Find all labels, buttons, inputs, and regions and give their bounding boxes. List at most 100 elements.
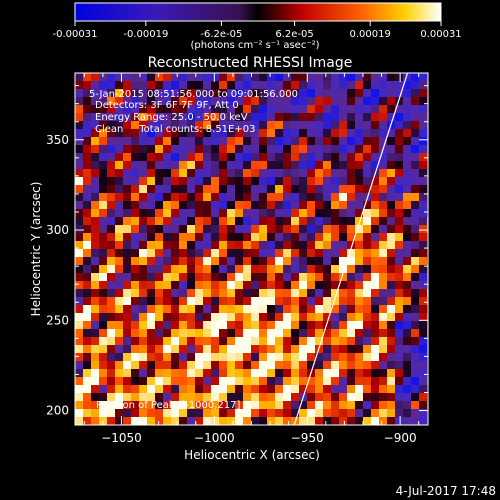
heatmap-cell <box>331 241 339 249</box>
heatmap-cell <box>243 169 251 177</box>
heatmap-cell <box>227 249 235 257</box>
heatmap-cell <box>259 281 267 289</box>
heatmap-cell <box>395 225 403 233</box>
heatmap-cell <box>323 361 331 369</box>
heatmap-cell <box>283 313 291 321</box>
heatmap-cell <box>155 137 163 145</box>
heatmap-cell <box>395 233 403 241</box>
heatmap-cell <box>411 201 419 209</box>
heatmap-cell <box>99 361 107 369</box>
heatmap-cell <box>395 361 403 369</box>
heatmap-cell <box>195 281 203 289</box>
heatmap-cell <box>123 329 131 337</box>
heatmap-cell <box>243 233 251 241</box>
heatmap-cell <box>275 89 283 97</box>
heatmap-cell <box>115 393 123 401</box>
heatmap-cell <box>227 361 235 369</box>
heatmap-cell <box>163 201 171 209</box>
heatmap-cell <box>315 129 323 137</box>
heatmap-cell <box>283 265 291 273</box>
heatmap-cell <box>267 241 275 249</box>
heatmap-cell <box>315 97 323 105</box>
heatmap-cell <box>275 289 283 297</box>
heatmap-cell <box>179 273 187 281</box>
heatmap-cell <box>307 81 315 89</box>
heatmap-cell <box>107 241 115 249</box>
heatmap-cell <box>131 369 139 377</box>
heatmap-cell <box>315 73 323 81</box>
heatmap-cell <box>323 369 331 377</box>
heatmap-cell <box>283 209 291 217</box>
heatmap-cell <box>227 273 235 281</box>
heatmap-cell <box>195 313 203 321</box>
heatmap-cell <box>115 281 123 289</box>
heatmap-cell <box>307 401 315 409</box>
heatmap-cell <box>331 169 339 177</box>
heatmap-cell <box>123 393 131 401</box>
heatmap-cell <box>227 97 235 105</box>
heatmap-cell <box>211 313 219 321</box>
heatmap-cell <box>139 249 147 257</box>
heatmap-cell <box>83 337 91 345</box>
heatmap-cell <box>251 193 259 201</box>
heatmap-cell <box>155 201 163 209</box>
heatmap-cell <box>411 393 419 401</box>
heatmap-cell <box>99 193 107 201</box>
heatmap-cell <box>315 265 323 273</box>
heatmap-cell <box>131 113 139 121</box>
heatmap-cell <box>83 297 91 305</box>
heatmap-cell <box>387 305 395 313</box>
heatmap-cell <box>123 145 131 153</box>
heatmap-cell <box>139 321 147 329</box>
heatmap-cell <box>299 353 307 361</box>
heatmap-cell <box>355 113 363 121</box>
heatmap-cell <box>219 97 227 105</box>
heatmap-cell <box>403 161 411 169</box>
heatmap-cell <box>83 217 91 225</box>
heatmap-cell <box>395 161 403 169</box>
heatmap-cell <box>227 257 235 265</box>
heatmap-cell <box>315 353 323 361</box>
heatmap-cell <box>267 313 275 321</box>
heatmap-cell <box>267 153 275 161</box>
heatmap-cell <box>123 105 131 113</box>
heatmap-cell <box>115 145 123 153</box>
heatmap-cell <box>395 281 403 289</box>
heatmap-cell <box>251 313 259 321</box>
heatmap-cell <box>411 401 419 409</box>
heatmap-cell <box>275 249 283 257</box>
heatmap-cell <box>339 385 347 393</box>
heatmap-cell <box>227 281 235 289</box>
heatmap-cell <box>131 217 139 225</box>
heatmap-cell <box>243 129 251 137</box>
heatmap-cell <box>91 393 99 401</box>
heatmap-cell <box>331 329 339 337</box>
heatmap-cell <box>403 377 411 385</box>
heatmap-cell <box>379 393 387 401</box>
heatmap-cell <box>299 185 307 193</box>
heatmap-cell <box>371 289 379 297</box>
heatmap-cell <box>187 345 195 353</box>
heatmap-cell <box>115 153 123 161</box>
heatmap-cell <box>179 249 187 257</box>
heatmap-cell <box>267 369 275 377</box>
heatmap-cell <box>131 289 139 297</box>
heatmap-cell <box>195 81 203 89</box>
heatmap-cell <box>155 345 163 353</box>
heatmap-cell <box>331 297 339 305</box>
heatmap-cell <box>179 313 187 321</box>
heatmap-cell <box>251 249 259 257</box>
heatmap-cell <box>211 177 219 185</box>
heatmap-cell <box>323 201 331 209</box>
heatmap-cell <box>211 161 219 169</box>
heatmap-cell <box>107 177 115 185</box>
heatmap-cell <box>379 225 387 233</box>
heatmap-cell <box>307 297 315 305</box>
y-tick-label: 350 <box>46 133 69 147</box>
heatmap-cell <box>355 297 363 305</box>
heatmap-cell <box>339 89 347 97</box>
heatmap-cell <box>379 129 387 137</box>
heatmap-cell <box>115 249 123 257</box>
heatmap-cell <box>299 313 307 321</box>
heatmap-cell <box>171 257 179 265</box>
